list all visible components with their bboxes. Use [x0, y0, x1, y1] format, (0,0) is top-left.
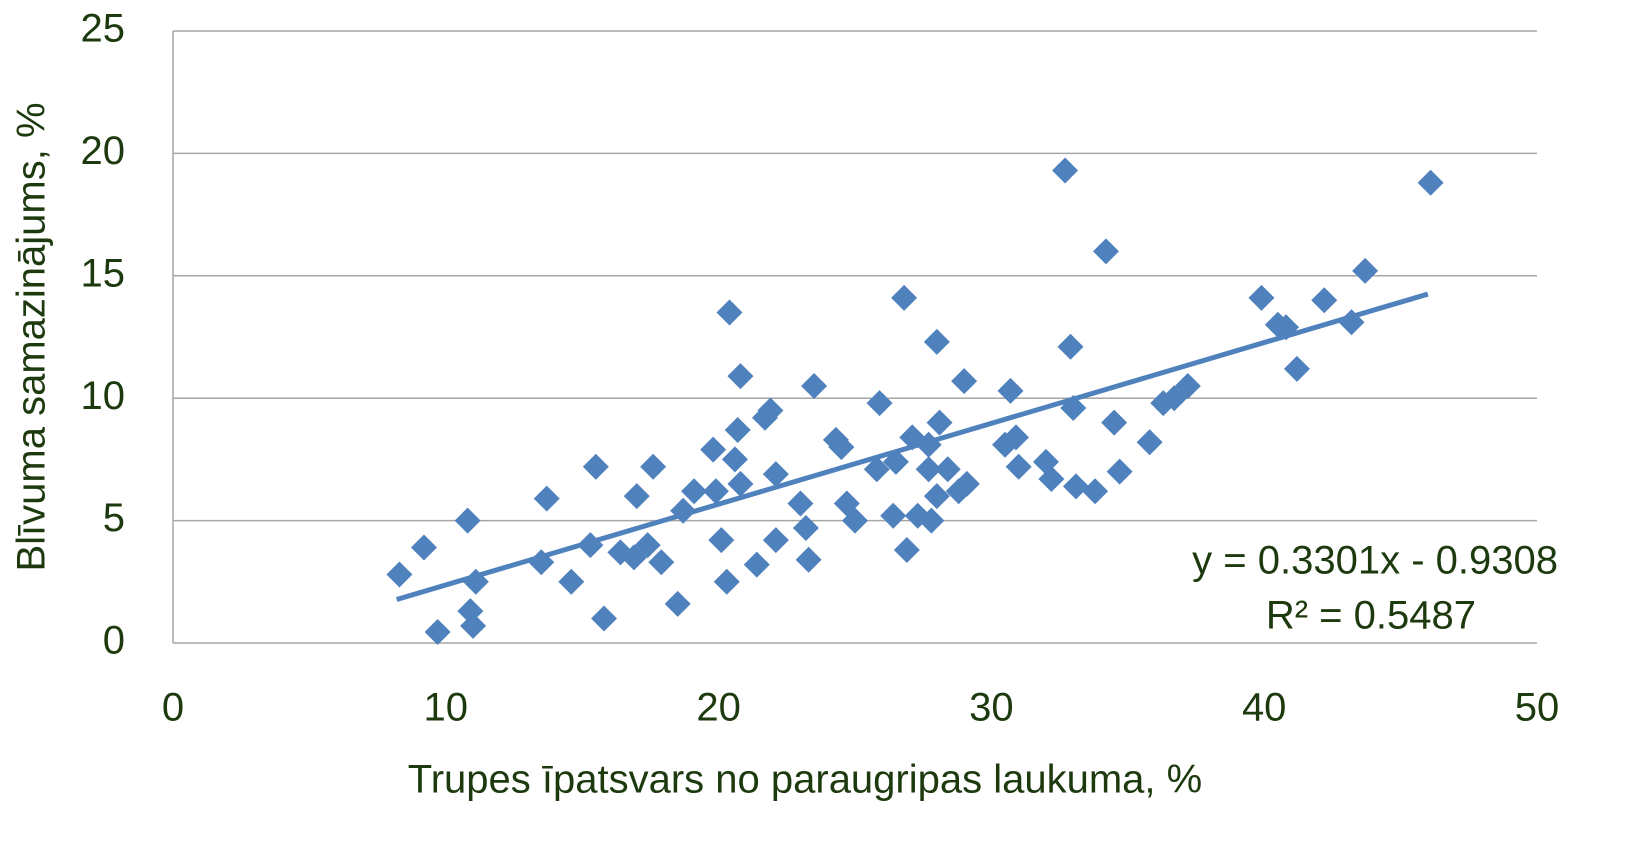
y-tick-label: 20	[81, 129, 126, 173]
data-point	[795, 546, 822, 573]
data-point	[386, 561, 413, 588]
data-point	[1106, 458, 1133, 485]
data-point	[923, 483, 950, 510]
data-point	[918, 507, 945, 534]
data-point	[460, 612, 487, 639]
y-tick-label: 25	[81, 7, 126, 51]
data-point	[410, 534, 437, 561]
data-point	[1005, 453, 1032, 480]
data-point	[787, 490, 814, 517]
data-point	[708, 527, 735, 554]
data-point	[716, 299, 743, 326]
data-point	[923, 328, 950, 355]
data-point	[1062, 473, 1089, 500]
data-point	[681, 478, 708, 505]
data-point	[801, 372, 828, 399]
data-point	[1417, 169, 1444, 196]
data-point	[1352, 257, 1379, 284]
data-point	[1174, 372, 1201, 399]
data-point	[842, 507, 868, 534]
data-point	[828, 434, 855, 461]
data-point	[724, 417, 751, 444]
data-point	[1101, 409, 1128, 436]
data-point	[424, 618, 451, 645]
x-tick-label: 50	[1515, 686, 1560, 730]
data-point	[454, 507, 481, 534]
data-point	[1283, 355, 1310, 382]
x-tick-label: 0	[162, 686, 184, 730]
data-point	[582, 453, 609, 480]
data-point	[721, 446, 748, 473]
data-point	[951, 368, 978, 395]
data-point	[727, 470, 754, 497]
y-tick-label: 0	[103, 619, 125, 663]
data-point	[762, 527, 789, 554]
data-point	[648, 549, 675, 576]
data-point	[757, 397, 784, 424]
data-point	[891, 284, 918, 311]
data-point	[634, 532, 661, 559]
trendline-equation: y = 0.3301x - 0.9308	[1192, 539, 1558, 583]
data-point	[997, 377, 1024, 404]
data-point	[743, 551, 770, 578]
y-tick-label: 10	[81, 374, 126, 418]
data-point	[1002, 424, 1029, 451]
data-point	[727, 363, 754, 390]
data-point	[1311, 287, 1338, 314]
x-tick-label: 10	[424, 686, 469, 730]
data-point	[1057, 333, 1084, 360]
data-point	[1248, 284, 1275, 311]
data-point	[953, 470, 980, 497]
data-point	[1092, 238, 1119, 265]
data-point	[926, 409, 953, 436]
data-point	[934, 456, 961, 483]
data-point	[1082, 478, 1109, 505]
data-point	[558, 568, 585, 595]
data-point	[1038, 465, 1065, 492]
y-tick-label: 15	[81, 251, 126, 295]
data-point	[664, 590, 691, 617]
x-axis-label: Trupes īpatsvars no paraugripas laukuma,…	[408, 758, 1202, 802]
data-point	[700, 436, 727, 463]
trendline	[395, 291, 1429, 602]
data-point	[893, 536, 920, 563]
y-axis-label: Blīvuma samazinājums, %	[10, 102, 54, 571]
x-tick-label: 30	[969, 686, 1014, 730]
data-point	[1136, 429, 1163, 456]
data-point	[640, 453, 667, 480]
data-point	[623, 483, 650, 510]
x-tick-label: 20	[696, 686, 741, 730]
data-point	[915, 456, 942, 483]
data-point	[863, 456, 890, 483]
data-point	[792, 514, 819, 541]
data-point	[702, 478, 729, 505]
data-point	[762, 461, 789, 488]
data-point	[866, 390, 893, 417]
data-point	[591, 605, 618, 632]
data-point	[713, 568, 740, 595]
data-point	[880, 502, 907, 529]
x-tick-label: 40	[1242, 686, 1287, 730]
y-tick-label: 5	[103, 496, 125, 540]
trendline-r2: R² = 0.5487	[1266, 594, 1476, 638]
data-point	[1052, 157, 1079, 184]
data-point	[533, 485, 560, 512]
